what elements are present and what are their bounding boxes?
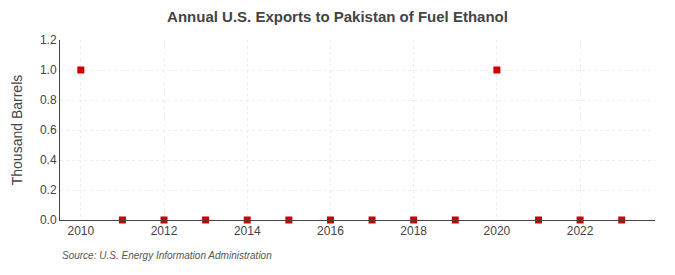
- svg-text:2018: 2018: [400, 224, 427, 238]
- svg-text:2014: 2014: [234, 224, 261, 238]
- svg-text:Annual U.S. Exports to Pakista: Annual U.S. Exports to Pakistan of Fuel …: [167, 8, 508, 25]
- svg-text:0.4: 0.4: [40, 153, 57, 167]
- svg-text:2022: 2022: [567, 224, 594, 238]
- svg-text:1.0: 1.0: [40, 63, 57, 77]
- svg-text:2016: 2016: [317, 224, 344, 238]
- svg-text:0.8: 0.8: [40, 93, 57, 107]
- svg-text:2012: 2012: [151, 224, 178, 238]
- svg-text:0.6: 0.6: [40, 123, 57, 137]
- svg-text:2020: 2020: [484, 224, 511, 238]
- svg-text:0.2: 0.2: [40, 183, 57, 197]
- svg-text:1.2: 1.2: [40, 33, 57, 47]
- svg-text:Thousand Barrels: Thousand Barrels: [9, 75, 25, 186]
- svg-text:0.0: 0.0: [40, 213, 57, 227]
- svg-text:Source: U.S. Energy Informatio: Source: U.S. Energy Information Administ…: [62, 250, 272, 261]
- svg-text:2010: 2010: [67, 224, 94, 238]
